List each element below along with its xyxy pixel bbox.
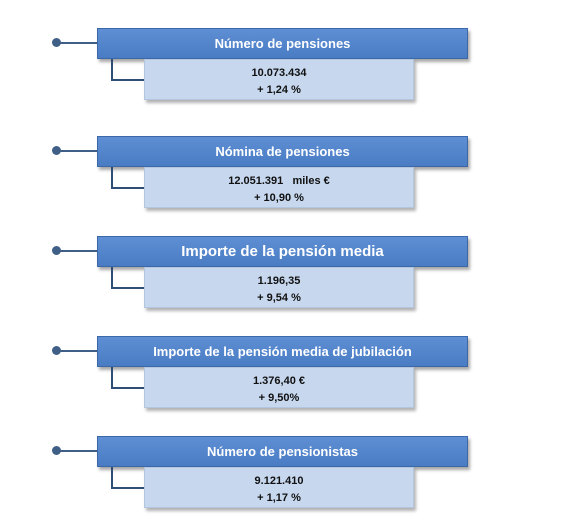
pension-block-number: Número de pensiones 10.073.434 + 1,24 % — [0, 28, 574, 123]
pensioners-header: Número de pensionistas — [97, 436, 468, 467]
connector-line — [111, 59, 145, 81]
average-pension-change: + 9,54 % — [257, 292, 301, 304]
pension-block-retirement: Importe de la pensión media de jubilació… — [0, 336, 574, 431]
bullet-dot-icon — [52, 246, 61, 255]
average-pension-value-box: 1.196,35 + 9,54 % — [144, 267, 414, 308]
payroll-value: 12.051.391 miles € — [228, 175, 330, 187]
payroll-header: Nómina de pensiones — [97, 136, 468, 167]
lead-line — [60, 450, 98, 452]
connector-line — [111, 367, 145, 389]
pension-count-value-box: 10.073.434 + 1,24 % — [144, 59, 414, 100]
connector-line — [111, 467, 145, 489]
pensioners-change: + 1,17 % — [257, 492, 301, 504]
retirement-pension-value: 1.376,40 € — [253, 375, 305, 387]
pension-count-change: + 1,24 % — [257, 84, 301, 96]
bullet-dot-icon — [52, 346, 61, 355]
connector-line — [111, 167, 145, 189]
pension-block-average: Importe de la pensión media 1.196,35 + 9… — [0, 236, 574, 331]
retirement-pension-change: + 9,50% — [258, 392, 300, 404]
lead-line — [60, 150, 98, 152]
pension-block-payroll: Nómina de pensiones 12.051.391 miles € +… — [0, 136, 574, 231]
pension-count-value: 10.073.434 — [251, 67, 307, 79]
pension-block-pensioners: Número de pensionistas 9.121.410 + 1,17 … — [0, 436, 574, 531]
average-pension-header: Importe de la pensión media — [97, 236, 468, 267]
bullet-dot-icon — [52, 38, 61, 47]
bullet-dot-icon — [52, 446, 61, 455]
bullet-dot-icon — [52, 146, 61, 155]
average-pension-value: 1.196,35 — [257, 275, 301, 287]
payroll-change: + 10,90 % — [254, 192, 304, 204]
retirement-pension-header: Importe de la pensión media de jubilació… — [97, 336, 468, 367]
pensioners-value-box: 9.121.410 + 1,17 % — [144, 467, 414, 508]
pensioners-value: 9.121.410 — [254, 475, 304, 487]
pension-count-header: Número de pensiones — [97, 28, 468, 59]
lead-line — [60, 42, 98, 44]
retirement-pension-value-box: 1.376,40 € + 9,50% — [144, 367, 414, 408]
connector-line — [111, 267, 145, 289]
lead-line — [60, 350, 98, 352]
payroll-value-box: 12.051.391 miles € + 10,90 % — [144, 167, 414, 208]
lead-line — [60, 250, 98, 252]
